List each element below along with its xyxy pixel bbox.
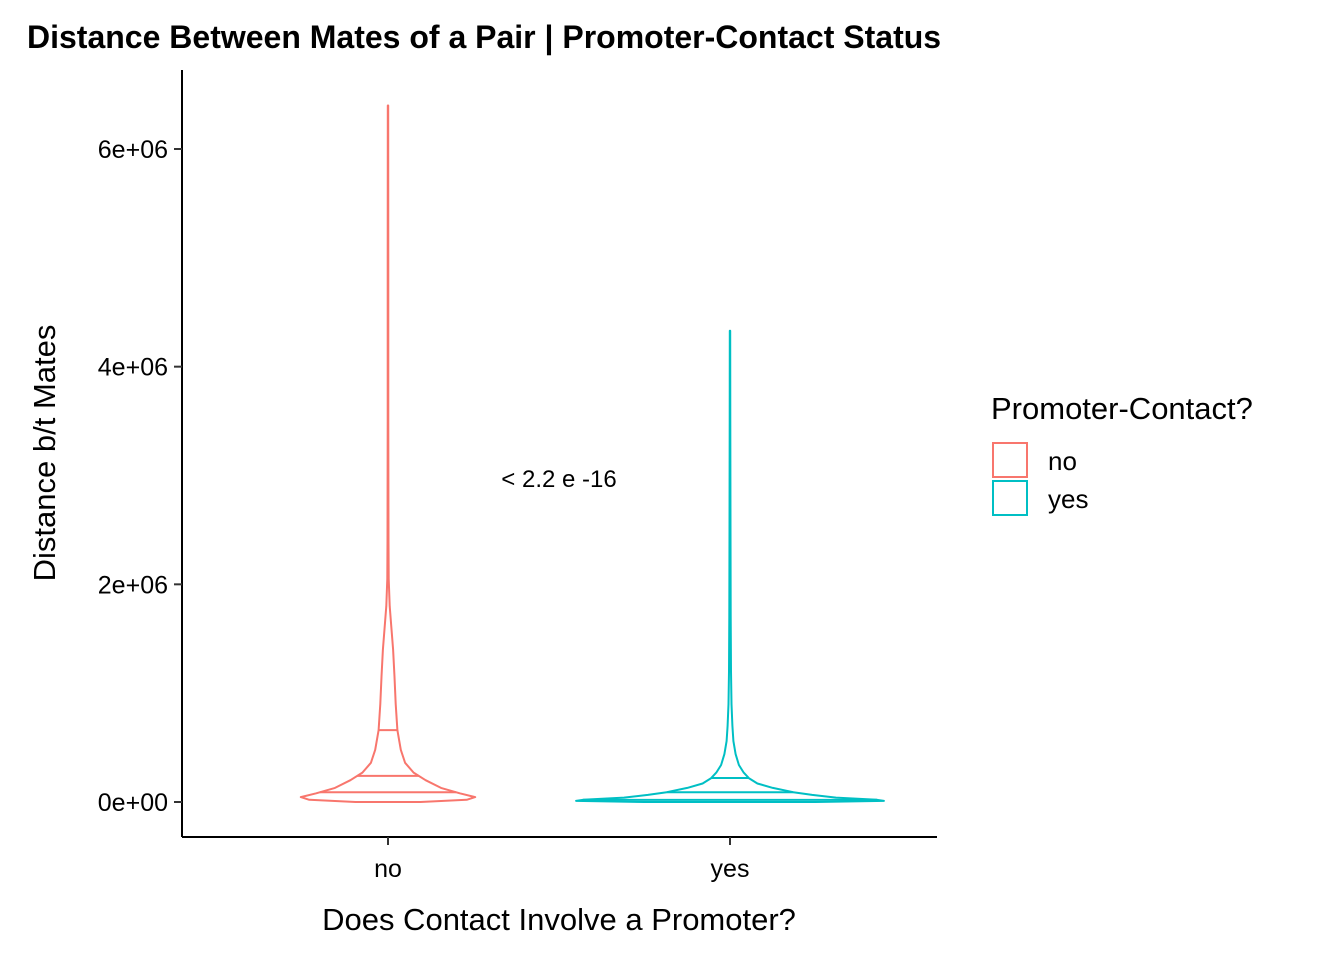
x-tick-label-no: no bbox=[374, 855, 402, 883]
y-axis-ticks: 0e+00 2e+06 4e+06 6e+06 bbox=[98, 136, 182, 817]
legend-key-no bbox=[992, 442, 1028, 478]
x-axis-ticks: no yes bbox=[374, 837, 749, 883]
y-tick-label-2: 4e+06 bbox=[98, 354, 168, 382]
y-tick-label-0: 0e+00 bbox=[98, 789, 168, 817]
legend-key-yes bbox=[992, 480, 1028, 516]
legend-title: Promoter-Contact? bbox=[991, 391, 1253, 426]
chart-title: Distance Between Mates of a Pair | Promo… bbox=[27, 19, 941, 55]
legend: Promoter-Contact? no yes bbox=[991, 391, 1253, 516]
x-tick-label-yes: yes bbox=[711, 855, 750, 883]
y-axis-title: Distance b/t Mates bbox=[27, 325, 62, 582]
violin-yes bbox=[575, 329, 885, 803]
legend-label-yes: yes bbox=[1048, 484, 1088, 514]
violins-layer bbox=[299, 104, 885, 803]
y-tick-label-1: 2e+06 bbox=[98, 571, 168, 599]
legend-label-no: no bbox=[1048, 446, 1077, 476]
x-axis-title: Does Contact Involve a Promoter? bbox=[322, 902, 796, 937]
y-tick-label-3: 6e+06 bbox=[98, 136, 168, 164]
p-value-annotation: < 2.2 e -16 bbox=[501, 466, 616, 493]
violin-no bbox=[299, 104, 477, 803]
